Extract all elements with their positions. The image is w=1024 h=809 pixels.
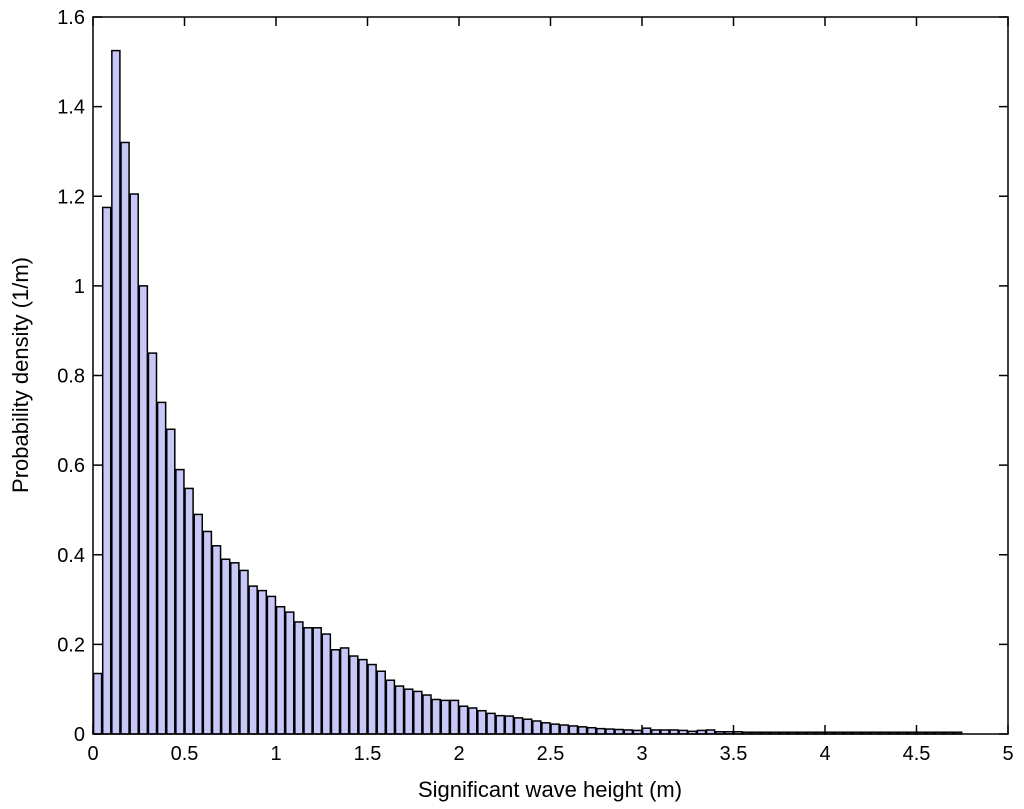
histogram-bar — [513, 717, 524, 735]
histogram-bar — [165, 428, 176, 735]
histogram-bar — [596, 727, 606, 735]
histogram-bar — [440, 699, 451, 735]
histogram-bar — [550, 723, 560, 735]
histogram-bar — [339, 647, 350, 735]
histogram-bar — [422, 694, 432, 735]
histogram-bar — [568, 725, 579, 735]
histogram-bar — [211, 545, 222, 735]
histogram-bar — [101, 206, 112, 735]
histogram-bar — [184, 487, 194, 735]
histogram-bar — [330, 649, 341, 735]
histogram-bar — [486, 712, 496, 735]
histogram-bar — [641, 727, 652, 735]
histogram-bar — [147, 352, 158, 735]
histogram-bar — [504, 715, 515, 735]
histogram-bar — [284, 611, 295, 735]
histogram-bar — [586, 726, 597, 735]
histogram-bar — [431, 698, 441, 735]
histogram-bar — [220, 558, 231, 735]
y-tick-label: 0.2 — [57, 634, 85, 656]
histogram-bar — [275, 605, 286, 735]
histogram-bar — [303, 627, 313, 735]
histogram-bar — [239, 569, 249, 735]
x-tick-label: 3.5 — [720, 743, 748, 765]
histogram-bar — [477, 709, 487, 735]
y-tick-label: 1.6 — [57, 7, 85, 29]
x-axis-label: Significant wave height (m) — [418, 777, 682, 802]
y-tick-label: 0.6 — [57, 455, 85, 477]
histogram-bar — [156, 401, 167, 735]
histogram-bar — [129, 193, 139, 735]
y-axis-label: Probability density (1/m) — [8, 257, 33, 493]
histogram-bar — [248, 585, 258, 735]
histogram-bar — [266, 595, 277, 735]
histogram-bar — [577, 726, 588, 735]
x-tick-label: 5 — [1002, 743, 1013, 765]
histogram-bar — [449, 699, 460, 735]
histogram-bar — [385, 679, 396, 735]
histogram-bar — [175, 468, 185, 735]
y-tick-label: 1 — [74, 276, 85, 298]
histogram-bar — [495, 714, 505, 735]
histogram-bar — [138, 285, 149, 735]
x-tick-label: 0.5 — [171, 743, 199, 765]
histogram-bar — [358, 658, 368, 735]
histogram-bar — [257, 589, 268, 735]
histogram-bar — [403, 688, 414, 735]
x-tick-label: 4.5 — [903, 743, 931, 765]
histogram-bar — [413, 690, 423, 735]
histogram-bar — [559, 724, 570, 735]
histogram-bar — [111, 49, 121, 735]
histogram-bar — [376, 670, 387, 735]
histogram-bar — [458, 705, 469, 735]
y-tick-label: 0.4 — [57, 545, 85, 567]
x-tick-label: 4 — [819, 743, 830, 765]
y-tick-label: 0 — [74, 724, 85, 746]
histogram-bar — [120, 141, 130, 735]
histogram-bar — [531, 720, 542, 735]
x-tick-label: 3 — [636, 743, 647, 765]
x-tick-label: 0 — [87, 743, 98, 765]
y-tick-label: 0.8 — [57, 366, 85, 388]
x-tick-label: 2 — [453, 743, 464, 765]
histogram-bar — [522, 718, 533, 735]
histogram-bar — [193, 513, 204, 735]
y-tick-labels: 0 0.2 0.4 0.6 0.8 1 1.2 1.4 1.6 — [57, 7, 85, 746]
histogram-bar — [321, 633, 332, 735]
histogram-bar — [348, 655, 359, 735]
y-tick-label: 1.4 — [57, 97, 85, 119]
histogram-bar — [312, 627, 322, 735]
histogram-bar — [467, 707, 478, 735]
histogram-bar — [367, 663, 377, 735]
x-tick-label: 2.5 — [537, 743, 565, 765]
histogram-bar — [202, 530, 213, 735]
y-tick-label: 1.2 — [57, 186, 85, 208]
x-tick-label: 1 — [270, 743, 281, 765]
histogram-bar — [230, 562, 240, 735]
histogram-bar — [541, 722, 551, 735]
x-tick-label: 1.5 — [354, 743, 382, 765]
histogram-bar — [294, 621, 304, 735]
histogram-bars — [92, 49, 963, 735]
axis-ticks — [92, 16, 1009, 735]
histogram-bar — [394, 685, 405, 735]
histogram-bar — [92, 672, 103, 735]
x-tick-labels: 0 0.5 1 1.5 2 2.5 3 3.5 4 4.5 5 — [87, 743, 1013, 765]
